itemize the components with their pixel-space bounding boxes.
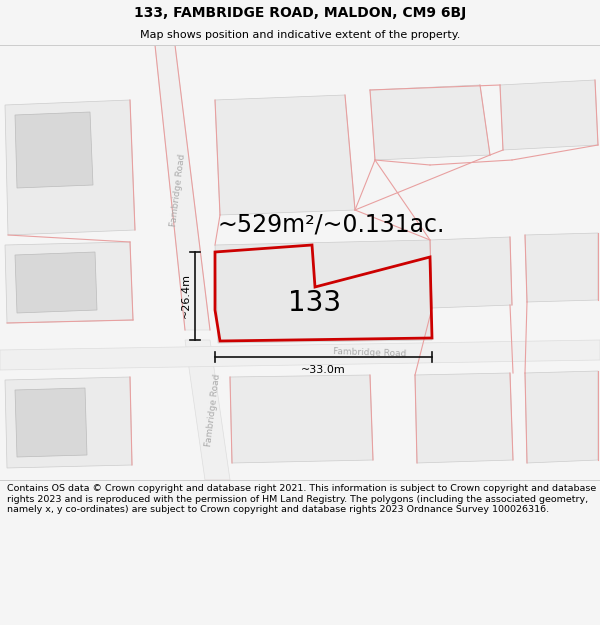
Polygon shape	[155, 45, 210, 330]
Polygon shape	[230, 375, 373, 463]
Polygon shape	[215, 240, 432, 343]
Polygon shape	[430, 237, 512, 308]
Text: Map shows position and indicative extent of the property.: Map shows position and indicative extent…	[140, 30, 460, 40]
Text: ~33.0m: ~33.0m	[301, 365, 346, 375]
Polygon shape	[215, 95, 355, 215]
Polygon shape	[5, 242, 133, 323]
Text: ~26.4m: ~26.4m	[181, 274, 191, 319]
Polygon shape	[185, 340, 230, 480]
Polygon shape	[0, 340, 600, 370]
Text: Fambridge Road: Fambridge Road	[169, 153, 187, 227]
Polygon shape	[525, 371, 598, 463]
Text: Fambridge Road: Fambridge Road	[333, 348, 407, 359]
Polygon shape	[15, 252, 97, 313]
Text: Fambridge Road: Fambridge Road	[204, 373, 222, 447]
Text: 133, FAMBRIDGE ROAD, MALDON, CM9 6BJ: 133, FAMBRIDGE ROAD, MALDON, CM9 6BJ	[134, 6, 466, 19]
Text: 133: 133	[289, 289, 341, 317]
Polygon shape	[525, 233, 598, 302]
Polygon shape	[5, 377, 132, 468]
Polygon shape	[5, 100, 135, 235]
Text: ~529m²/~0.131ac.: ~529m²/~0.131ac.	[218, 213, 445, 237]
Polygon shape	[370, 85, 490, 160]
Polygon shape	[500, 80, 598, 150]
Polygon shape	[15, 112, 93, 188]
Polygon shape	[415, 373, 513, 463]
Text: Contains OS data © Crown copyright and database right 2021. This information is : Contains OS data © Crown copyright and d…	[7, 484, 596, 514]
Polygon shape	[15, 388, 87, 457]
